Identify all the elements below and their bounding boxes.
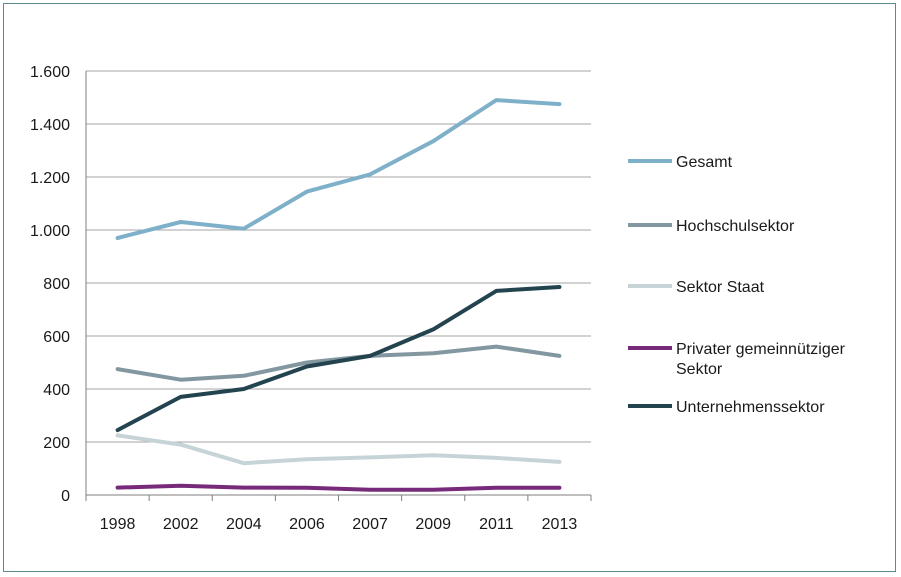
y-tick-label: 600 [43, 329, 70, 346]
legend: Gesamt Hochschulsektor Sektor Staat Private… [628, 154, 846, 416]
gridlines [85, 70, 591, 496]
series-line-3 [115, 483, 562, 492]
legend-label: Hochschulsektor [676, 218, 795, 235]
y-tick-label: 1.000 [30, 223, 70, 240]
legend-label: Unternehmenssektor [676, 399, 825, 416]
y-tick-label: 400 [43, 382, 70, 399]
series-line-4 [115, 285, 562, 433]
y-tick-label: 200 [43, 435, 70, 452]
x-tick-label: 2011 [479, 516, 514, 533]
y-tick-label: 800 [43, 276, 70, 293]
series-line-2 [115, 433, 562, 466]
legend-label: Privater gemeinnütziger Sektor [676, 341, 846, 378]
series-line-0 [115, 98, 562, 240]
x-tick-label: 2013 [542, 516, 578, 533]
legend-label: Sektor Staat [676, 279, 765, 296]
y-axis-ticks: 0 200 400 600 800 1.000 1.200 1.400 1.600 [30, 64, 70, 505]
legend-label: Gesamt [676, 154, 733, 171]
y-tick-label: 1.600 [30, 64, 70, 81]
x-axis-ticks: 1998 2002 2004 2006 2007 2009 2011 2013 [85, 495, 592, 533]
y-tick-label: 0 [61, 488, 70, 505]
x-tick-label: 1998 [100, 516, 136, 533]
y-tick-label: 1.200 [30, 170, 70, 187]
x-tick-label: 2006 [289, 516, 325, 533]
x-tick-label: 2009 [415, 516, 451, 533]
x-tick-label: 2002 [163, 516, 199, 533]
x-tick-label: 2004 [226, 516, 262, 533]
chart-frame [3, 3, 896, 572]
y-tick-label: 1.400 [30, 117, 70, 134]
series-lines [115, 98, 562, 492]
x-tick-label: 2007 [352, 516, 388, 533]
